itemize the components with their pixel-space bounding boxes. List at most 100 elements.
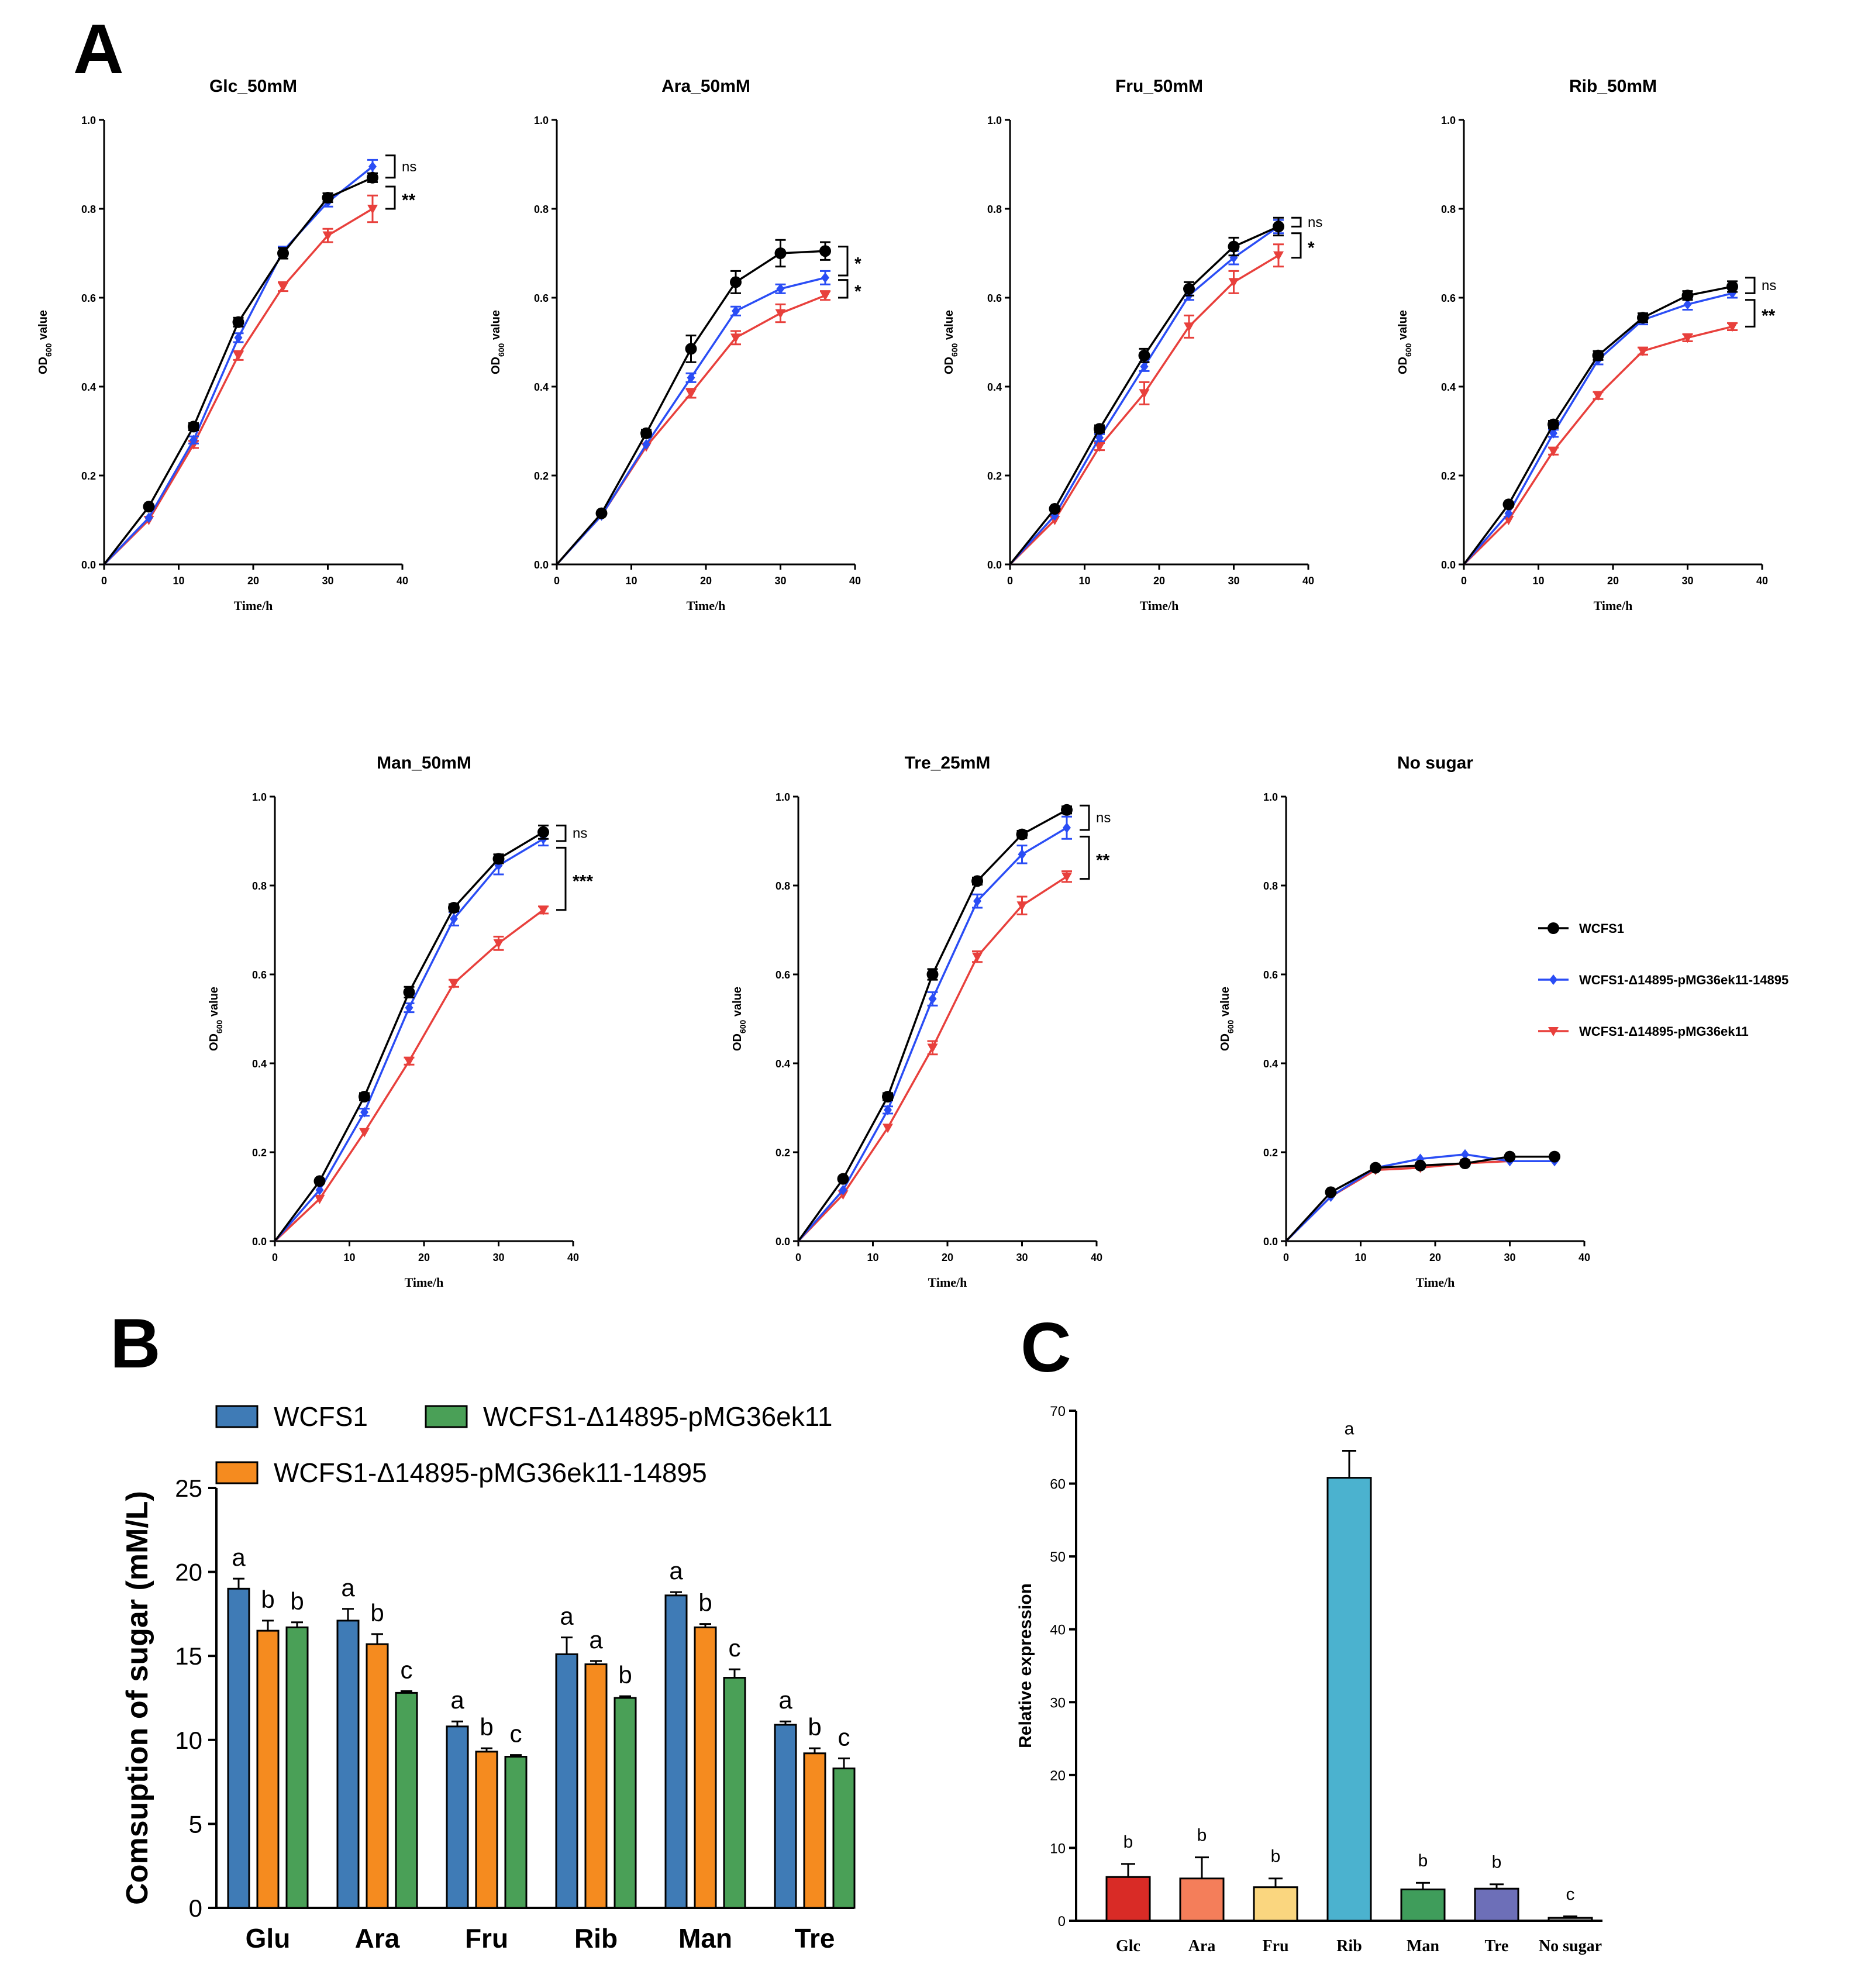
data-point	[188, 421, 199, 433]
data-point	[927, 1043, 938, 1053]
x-tick-label: 30	[1681, 575, 1693, 587]
data-point	[595, 507, 608, 519]
significance-letter: c	[729, 1634, 741, 1662]
x-category-label: Tre	[794, 1923, 835, 1953]
bar-no-sugar: c No sugar	[1539, 1885, 1602, 1955]
significance-letter: b	[1271, 1847, 1281, 1866]
significance-letter: c	[510, 1720, 522, 1748]
y-tick-label: 0.2	[1441, 470, 1456, 482]
subplot-title: Man_50mM	[377, 753, 471, 773]
y-tick-label: 0.2	[1263, 1147, 1278, 1159]
subplot-rib_50mm: Rib_50mM 0 10 20 30 40 0.0 0.2 0.4 0.6 0.8 1.0 Time/…	[1397, 77, 1776, 613]
data-point	[972, 952, 983, 962]
x-tick-label: 0	[1007, 575, 1013, 587]
bar	[774, 1724, 797, 1909]
x-tick-label: 0	[101, 575, 107, 587]
y-tick-label: 0.0	[776, 1236, 790, 1248]
y-axis-label: OD600 value	[37, 310, 53, 374]
y-tick-label: 0.8	[1441, 204, 1456, 215]
y-tick-label: 1.0	[987, 115, 1002, 126]
data-point	[1094, 442, 1105, 452]
x-tick-label: 10	[1532, 575, 1544, 587]
data-point	[926, 969, 939, 980]
data-point	[1228, 240, 1240, 253]
data-point	[322, 231, 333, 241]
y-tick-label: 1.0	[252, 791, 267, 803]
significance-label: **	[1762, 306, 1776, 326]
significance-letter: b	[618, 1661, 632, 1689]
data-point	[1549, 428, 1557, 439]
bar	[694, 1626, 717, 1909]
data-point	[449, 979, 459, 989]
significance-bracket	[1291, 232, 1302, 259]
data-point	[1502, 498, 1515, 511]
x-tick-label: 20	[1607, 575, 1619, 587]
series-2	[1463, 322, 1738, 566]
y-tick-label: 0.8	[776, 880, 790, 892]
data-point	[1325, 1186, 1337, 1198]
data-point	[448, 902, 460, 914]
x-category-label: Fru	[465, 1923, 508, 1953]
data-point	[450, 914, 458, 924]
bar-man: b Man	[1400, 1851, 1446, 1955]
bar	[664, 1594, 688, 1909]
y-tick-label: 15	[175, 1642, 202, 1670]
x-category-label: Ara	[355, 1923, 400, 1953]
bar	[446, 1725, 469, 1909]
significance-letter: a	[589, 1626, 603, 1653]
data-point	[1273, 220, 1284, 233]
subplot-title: Glc_50mM	[209, 77, 297, 96]
data-point	[1548, 418, 1559, 430]
data-point	[1459, 1157, 1471, 1169]
x-tick-label: 40	[1091, 1252, 1102, 1263]
legend-marker	[1548, 1027, 1559, 1036]
bar-rib: a Rib	[1326, 1419, 1372, 1955]
data-point	[360, 1107, 368, 1118]
bar	[1474, 1887, 1519, 1922]
x-tick-label: 20	[942, 1252, 953, 1263]
y-tick-label: 0.6	[81, 292, 96, 304]
data-point	[144, 512, 153, 523]
x-tick-label: 20	[1429, 1252, 1441, 1263]
data-point	[1061, 804, 1073, 816]
x-category-label: Rib	[574, 1923, 618, 1953]
y-tick-label: 5	[189, 1810, 202, 1838]
bar	[475, 1751, 498, 1909]
y-tick-label: 0.8	[987, 204, 1002, 215]
y-tick-label: 0.6	[1263, 969, 1278, 981]
bar	[1548, 1917, 1593, 1922]
y-tick-label: 0.6	[1441, 292, 1456, 304]
bar-group-ara: ab c Ara	[336, 1574, 418, 1953]
y-tick-label: 50	[1050, 1549, 1066, 1565]
data-point	[405, 1002, 413, 1013]
significance-letter: b	[261, 1586, 274, 1613]
x-category-label: Glc	[1116, 1937, 1140, 1955]
data-point	[1094, 423, 1105, 435]
significance-bracket	[1745, 299, 1756, 328]
x-tick-label: 10	[343, 1252, 355, 1263]
data-point	[1138, 349, 1150, 361]
data-point	[732, 305, 740, 316]
series-0	[797, 804, 1073, 1242]
x-tick-label: 0	[795, 1252, 801, 1263]
series-line	[556, 250, 826, 566]
significance-letter: b	[370, 1599, 384, 1627]
data-point	[971, 875, 983, 887]
y-tick-label: 0.6	[534, 292, 549, 304]
series-1	[556, 270, 830, 566]
data-point	[538, 905, 549, 915]
x-tick-label: 40	[1756, 575, 1768, 587]
y-tick-label: 1.0	[534, 115, 549, 126]
significance-letter: a	[450, 1686, 464, 1714]
significance-label: ns	[1308, 215, 1322, 230]
x-tick-label: 10	[867, 1252, 878, 1263]
y-tick-label: 0.0	[1263, 1236, 1278, 1248]
data-point	[1184, 322, 1194, 332]
legend-label: WCFS1-Δ14895-pMG36ek11-14895	[1579, 973, 1788, 987]
data-point	[1049, 503, 1061, 515]
data-point	[232, 316, 244, 328]
bar-group-man: abc Man	[664, 1557, 746, 1953]
significance-bracket	[838, 279, 849, 299]
x-tick-label: 0	[554, 575, 560, 587]
